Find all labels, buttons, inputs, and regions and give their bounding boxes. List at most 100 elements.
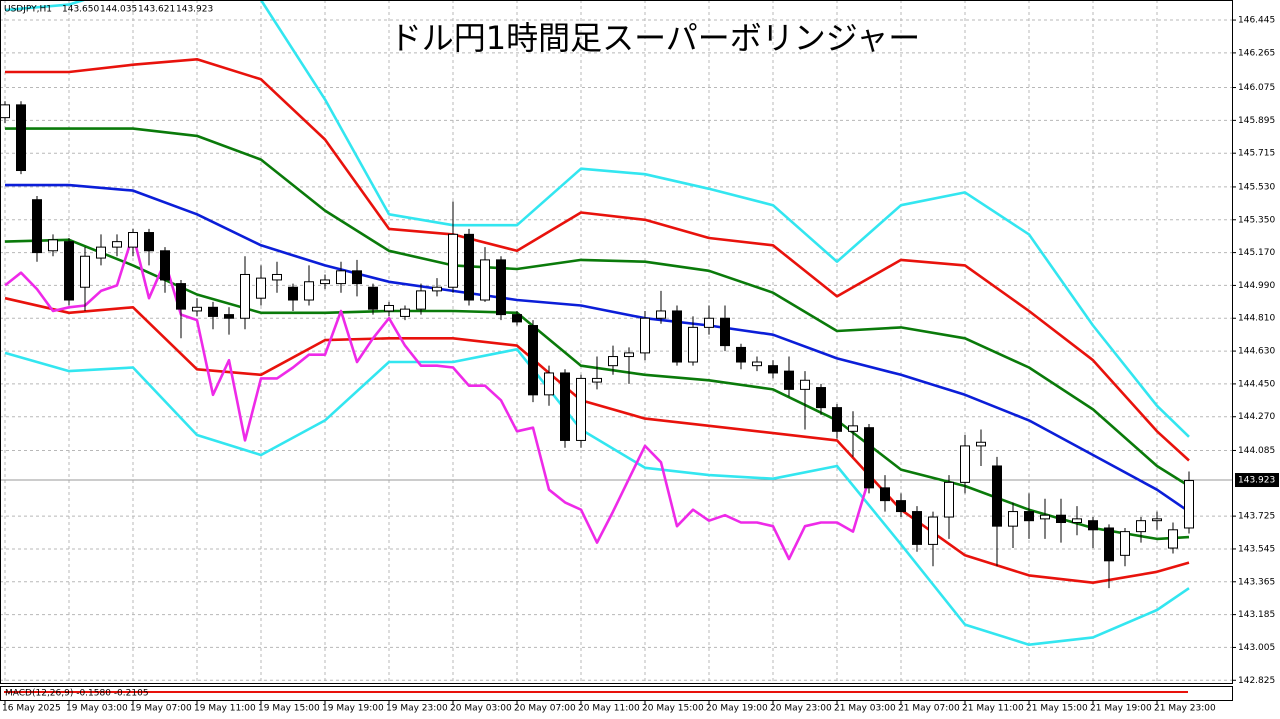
candle-body [336, 270, 346, 285]
y-tick-label: 145.530 [1238, 182, 1275, 192]
x-tick-label: 20 May 15:00 [642, 704, 704, 714]
ohlc-value: 143.923 [176, 5, 213, 15]
candle-body [64, 241, 74, 301]
candle-body [1152, 518, 1162, 522]
candle-body [1008, 511, 1018, 527]
candle-body [832, 407, 842, 432]
indicator-line [5, 127, 1190, 488]
y-tick-label: 143.185 [1238, 610, 1275, 620]
candle-body [880, 487, 890, 502]
axes: 146.445 146.265 146.075 145.895 145.715 145.5… [2, 16, 1279, 714]
candle-body [512, 314, 522, 323]
candle-body [1024, 511, 1034, 522]
candle-body [416, 290, 426, 310]
indicator-line [5, 58, 1190, 462]
y-tick-label: 144.085 [1238, 446, 1275, 456]
x-tick-label: 19 May 07:00 [130, 704, 192, 714]
candle-body [768, 365, 778, 374]
candle-body [960, 445, 970, 483]
y-tick-label: 146.265 [1238, 48, 1275, 58]
x-tick-label: 21 May 19:00 [1090, 704, 1152, 714]
x-tick-label: 20 May 23:00 [770, 704, 832, 714]
candle-body [192, 306, 202, 312]
candle-body [16, 104, 26, 172]
candle-body [896, 500, 906, 513]
y-tick-label: 144.630 [1238, 347, 1275, 357]
candle-body [176, 283, 186, 310]
candle-body [496, 259, 506, 316]
x-tick-label: 21 May 07:00 [898, 704, 960, 714]
last-price-box [1235, 473, 1279, 488]
candle-body [1120, 531, 1130, 556]
candle-body [400, 308, 410, 317]
candle-body [864, 427, 874, 489]
candle-body [144, 232, 154, 252]
y-tick-label: 144.810 [1238, 314, 1275, 324]
ohlc-value: 144.035 [100, 5, 137, 15]
x-tick-label: 21 May 23:00 [1154, 704, 1216, 714]
last-price-label: 143.923 [1238, 476, 1275, 486]
candle-body [368, 286, 378, 310]
candle-body [592, 377, 602, 383]
candle-body [384, 304, 394, 312]
ohlc-value: 143.650 [62, 5, 99, 15]
candle-body [1040, 514, 1050, 520]
y-tick-label: 143.725 [1238, 512, 1275, 522]
candle-body [672, 310, 682, 363]
ohlc-header: 143.650 144.035 143.621 143.923 [62, 5, 213, 15]
candle-body [688, 326, 698, 363]
candle-body [1056, 514, 1066, 524]
x-tick-label: 21 May 11:00 [962, 704, 1024, 714]
indicator-line [4, 348, 1190, 646]
x-tick-label: 19 May 11:00 [194, 704, 256, 714]
y-tick-label: 146.075 [1238, 83, 1275, 93]
chart-title: ドル円1時間足スーパーボリンジャー [390, 19, 920, 57]
candle-body [304, 281, 314, 301]
macd-border [0, 686, 1233, 701]
candle-body [112, 241, 122, 248]
candle-body [128, 232, 138, 248]
candle-body [736, 346, 746, 363]
candle-body [704, 317, 714, 328]
candle-body [608, 356, 618, 367]
candle-body [1072, 518, 1082, 524]
symbol: USDJPY,H1 [4, 5, 52, 15]
candle-body [464, 233, 474, 301]
x-tick-label: 19 May 23:00 [386, 704, 448, 714]
candle-body [352, 270, 362, 285]
candle-body [160, 250, 170, 281]
y-tick-label: 143.005 [1238, 643, 1275, 653]
y-tick-label: 144.270 [1238, 412, 1275, 422]
candle-body [528, 325, 538, 396]
candle-body [320, 279, 330, 285]
y-tick-label: 145.350 [1238, 215, 1275, 225]
candle-body [656, 310, 666, 319]
candle-body [800, 379, 810, 390]
x-tick-label: 19 May 15:00 [258, 704, 320, 714]
candle-body [976, 441, 986, 447]
candle-body [544, 372, 554, 396]
candle-body [272, 273, 282, 281]
candle-body [0, 104, 10, 119]
x-tick-label: 20 May 11:00 [578, 704, 640, 714]
y-tick-label: 142.825 [1238, 676, 1275, 686]
candle-body [432, 286, 442, 292]
x-tick-label: 19 May 19:00 [322, 704, 384, 714]
candle-body [640, 317, 650, 354]
candle-body [1104, 527, 1114, 562]
plot-border [0, 0, 1233, 684]
candle-body [928, 516, 938, 545]
candle-body [912, 511, 922, 545]
candle-body [240, 273, 250, 319]
candle-body [1168, 529, 1178, 549]
y-tick-label: 145.715 [1238, 149, 1275, 159]
y-tick-label: 146.445 [1238, 16, 1275, 26]
candle-body [1088, 520, 1098, 531]
x-tick-label: 21 May 03:00 [834, 704, 896, 714]
candle-body [80, 255, 90, 288]
y-tick-label: 143.365 [1238, 577, 1275, 587]
candle-body [256, 277, 266, 299]
candle-body [624, 352, 634, 358]
candle-body [720, 317, 730, 347]
